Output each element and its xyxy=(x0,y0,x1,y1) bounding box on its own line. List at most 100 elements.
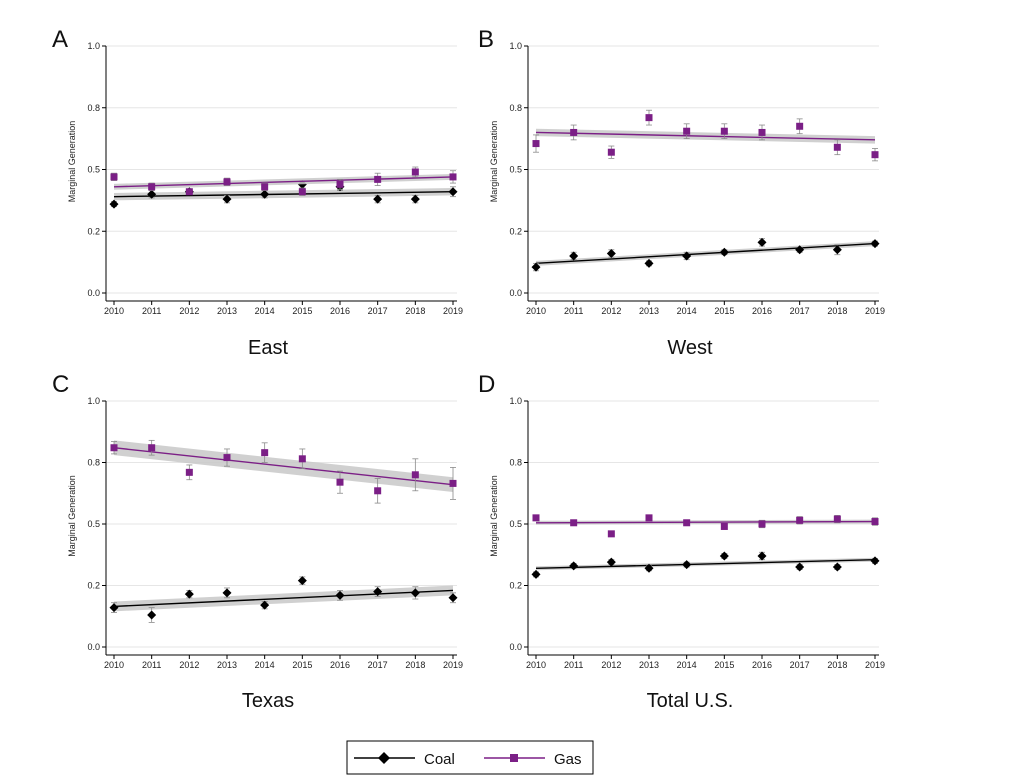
series-coal xyxy=(531,551,880,579)
y-tick-label: 0.8 xyxy=(87,458,100,468)
data-point xyxy=(448,187,458,197)
x-tick-label: 2018 xyxy=(405,306,425,316)
data-point xyxy=(870,556,880,566)
data-point xyxy=(683,519,691,527)
data-point xyxy=(644,258,654,268)
x-tick-label: 2013 xyxy=(217,660,237,670)
data-point xyxy=(222,194,232,204)
data-point xyxy=(645,514,653,522)
data-point xyxy=(607,148,615,156)
data-point xyxy=(448,593,458,603)
series-gas xyxy=(110,439,457,504)
data-point xyxy=(449,479,457,487)
y-axis-label: Marginal Generation xyxy=(67,475,77,557)
x-tick-label: 2014 xyxy=(677,306,697,316)
data-point xyxy=(570,128,578,136)
data-point xyxy=(870,239,880,249)
y-tick-label: 0.0 xyxy=(509,288,522,298)
legend-gas-marker xyxy=(510,754,518,762)
panel-c: 0.0 0.2 0.5 0.8 1.0 2010 2011 2012 2013 2014 2015 2… xyxy=(52,371,463,712)
y-tick-label: 0.2 xyxy=(509,226,522,236)
data-point xyxy=(110,173,118,181)
x-tick-label: 2012 xyxy=(601,660,621,670)
y-axis-label: Marginal Generation xyxy=(489,475,499,557)
data-point xyxy=(719,247,729,257)
x-tick-label: 2015 xyxy=(714,306,734,316)
data-point xyxy=(223,178,231,186)
x-tick-label: 2011 xyxy=(142,306,161,316)
panel-title: Total U.S. xyxy=(647,690,734,712)
panel-d: 0.0 0.2 0.5 0.8 1.0 2010 2011 2012 2013 2014 2015 2… xyxy=(478,371,885,712)
data-point xyxy=(185,468,193,476)
data-point xyxy=(223,454,231,462)
panel-title: Texas xyxy=(242,690,294,712)
data-point xyxy=(682,251,692,261)
data-point xyxy=(109,199,119,209)
series-coal xyxy=(109,576,458,623)
data-point xyxy=(148,183,156,191)
x-tick-label: 2016 xyxy=(752,660,772,670)
x-tick-label: 2019 xyxy=(443,306,463,316)
data-point xyxy=(411,168,419,176)
x-tick-label: 2011 xyxy=(142,660,161,670)
x-tick-label: 2010 xyxy=(104,306,124,316)
series-gas xyxy=(110,166,457,196)
data-point xyxy=(374,487,382,495)
x-tick-label: 2016 xyxy=(752,306,772,316)
y-tick-label: 1.0 xyxy=(87,41,100,51)
trend-line xyxy=(113,176,454,188)
y-tick-label: 0.5 xyxy=(509,519,522,529)
data-point xyxy=(757,551,767,561)
data-point xyxy=(719,551,729,561)
panel-title: East xyxy=(248,337,288,359)
x-tick-label: 2018 xyxy=(405,660,425,670)
x-tick-label: 2016 xyxy=(330,660,350,670)
data-point xyxy=(570,519,578,527)
data-point xyxy=(531,569,541,579)
data-point xyxy=(795,245,805,255)
data-point xyxy=(148,444,156,452)
data-point xyxy=(644,563,654,573)
data-point xyxy=(374,175,382,183)
x-tick-label: 2017 xyxy=(790,660,810,670)
data-point xyxy=(833,515,841,523)
x-tick-label: 2012 xyxy=(179,660,199,670)
x-tick-label: 2016 xyxy=(330,306,350,316)
x-tick-label: 2017 xyxy=(790,306,810,316)
data-point xyxy=(645,114,653,122)
y-tick-label: 0.2 xyxy=(87,581,100,591)
legend-gas-label: Gas xyxy=(554,751,582,768)
data-point xyxy=(532,140,540,148)
x-tick-label: 2014 xyxy=(255,660,275,670)
x-tick-label: 2015 xyxy=(292,306,312,316)
data-point xyxy=(373,194,383,204)
y-tick-label: 0.5 xyxy=(509,165,522,175)
data-point xyxy=(607,530,615,538)
x-tick-label: 2013 xyxy=(217,306,237,316)
y-tick-label: 1.0 xyxy=(509,396,522,406)
x-tick-label: 2015 xyxy=(292,660,312,670)
x-tick-label: 2010 xyxy=(526,306,546,316)
panel-letter: A xyxy=(52,26,68,53)
series-coal xyxy=(531,237,880,272)
data-point xyxy=(184,589,194,599)
x-tick-label: 2012 xyxy=(179,306,199,316)
y-tick-label: 0.5 xyxy=(87,519,100,529)
data-point xyxy=(720,522,728,530)
x-tick-label: 2017 xyxy=(368,660,388,670)
legend: Coal Gas xyxy=(346,740,594,775)
x-tick-label: 2018 xyxy=(827,660,847,670)
data-point xyxy=(796,122,804,130)
data-point xyxy=(261,183,269,191)
panel-b: 0.0 0.2 0.5 0.8 1.0 2010 2011 2012 2013 2014 2015 2… xyxy=(478,26,885,359)
x-tick-label: 2013 xyxy=(639,660,659,670)
y-tick-label: 0.8 xyxy=(87,103,100,113)
data-point xyxy=(109,603,119,613)
data-point xyxy=(410,588,420,598)
data-point xyxy=(298,188,306,196)
data-point xyxy=(796,516,804,524)
y-tick-label: 0.0 xyxy=(87,288,100,298)
y-tick-label: 1.0 xyxy=(509,41,522,51)
y-tick-label: 0.8 xyxy=(509,458,522,468)
panels-group: 0.0 0.2 0.5 0.8 1.0 2010 2011 2012 2013 2014 2015 2… xyxy=(52,26,885,712)
